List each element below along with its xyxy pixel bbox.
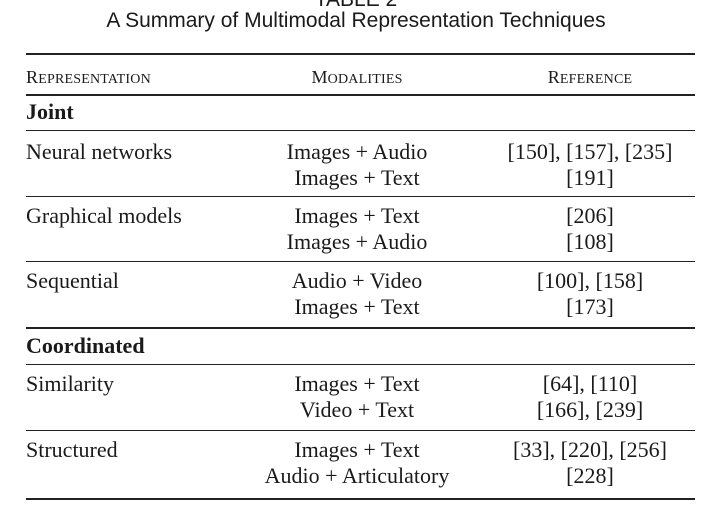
divider xyxy=(26,130,695,132)
header-reference: REFERENCE xyxy=(547,67,633,87)
row-representation: Structured xyxy=(26,437,118,462)
row-representation: Graphical models xyxy=(26,203,182,228)
divider xyxy=(26,196,695,198)
table-caption: A Summary of Multimodal Representation T… xyxy=(106,9,606,32)
header-representation: REPRESENTATION xyxy=(26,67,151,87)
row-reference: [33], [220], [256] xyxy=(513,437,667,462)
row-representation: Sequential xyxy=(26,268,119,293)
row-modality: Images + Text xyxy=(294,437,420,462)
row-representation: Neural networks xyxy=(26,139,173,164)
row-modality: Audio + Articulatory xyxy=(264,463,450,488)
table-label: TABLE 2 xyxy=(0,0,712,11)
row-modality: Images + Text xyxy=(294,203,420,228)
row-reference: [100], [158] xyxy=(536,268,644,293)
header-rule xyxy=(26,94,695,96)
divider xyxy=(26,430,695,432)
row-reference: [108] xyxy=(566,229,614,254)
group-label-coordinated: Coordinated xyxy=(26,333,145,358)
bottom-rule xyxy=(26,498,695,500)
row-reference: [173] xyxy=(566,294,614,319)
row-reference: [191] xyxy=(566,165,614,190)
row-modality: Images + Text xyxy=(294,165,420,190)
divider xyxy=(26,364,695,366)
row-reference: [166], [239] xyxy=(536,397,644,422)
row-representation: Similarity xyxy=(26,371,114,396)
top-rule xyxy=(26,53,695,55)
row-modality: Video + Text xyxy=(299,397,415,422)
row-reference: [150], [157], [235] xyxy=(507,139,673,164)
row-reference: [228] xyxy=(566,463,614,488)
row-modality: Audio + Video xyxy=(291,268,423,293)
row-reference: [64], [110] xyxy=(542,371,638,396)
row-modality: Images + Audio xyxy=(286,229,428,254)
row-modality: Images + Text xyxy=(294,371,420,396)
row-reference: [206] xyxy=(566,203,614,228)
divider xyxy=(26,261,695,263)
row-modality: Images + Text xyxy=(294,294,420,319)
group-label-joint: Joint xyxy=(26,99,74,124)
row-modality: Images + Audio xyxy=(286,139,428,164)
group-rule xyxy=(26,327,695,329)
header-modalities: MODALITIES xyxy=(311,67,403,87)
